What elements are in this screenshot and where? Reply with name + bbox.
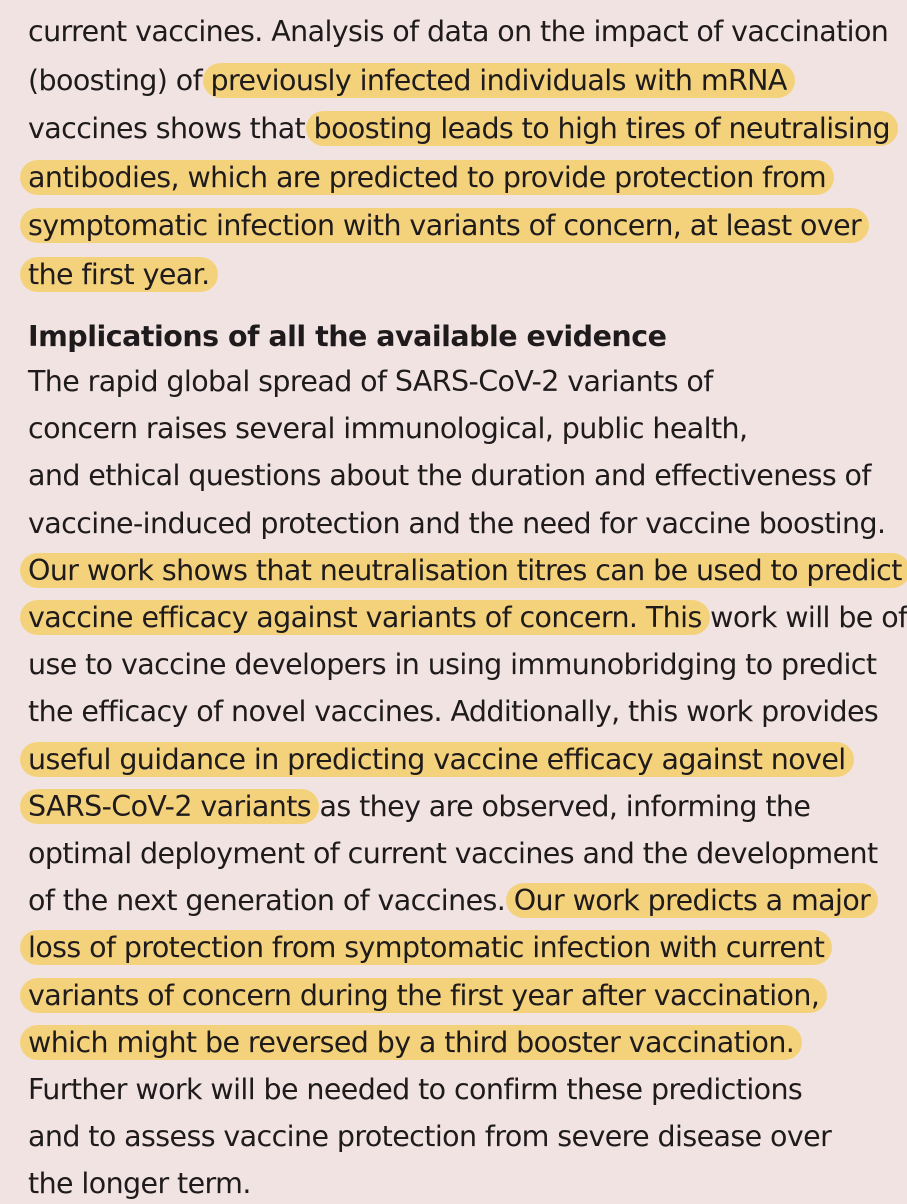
highlighted-text: variants of concern during the first yea…	[20, 977, 828, 1013]
text-line: variants of concern during the first yea…	[20, 976, 828, 1016]
text-run: optimal deployment of current vaccines a…	[28, 837, 878, 870]
text-line: antibodies, which are predicted to provi…	[20, 158, 835, 198]
text-run: current vaccines. Analysis of data on th…	[28, 15, 889, 48]
highlighted-text: useful guidance in predicting vaccine ef…	[20, 741, 854, 777]
text-line: vaccine-induced protection and the need …	[28, 504, 886, 544]
text-line: loss of protection from symptomatic infe…	[20, 928, 833, 968]
text-run: work will be of	[701, 601, 907, 634]
text-line: current vaccines. Analysis of data on th…	[28, 12, 889, 52]
section-heading: Implications of all the available eviden…	[28, 320, 667, 353]
text-run: the efficacy of novel vaccines. Addition…	[28, 695, 879, 729]
text-line: use to vaccine developers in using immun…	[28, 645, 877, 685]
highlighted-text: previously infected individuals with mRN…	[202, 62, 795, 98]
text-line: Our work shows that neutralisation titre…	[20, 551, 907, 591]
highlighted-text: the first year.	[20, 256, 218, 292]
text-line: optimal deployment of current vaccines a…	[28, 834, 878, 874]
text-line: vaccine efficacy against variants of con…	[20, 598, 907, 638]
text-run: Further work will be needed to confirm t…	[28, 1073, 803, 1106]
text-line: concern raises several immunological, pu…	[28, 409, 748, 449]
highlighted-text: Our work shows that neutralisation titre…	[20, 552, 907, 588]
highlighted-text: boosting leads to high tires of neutrali…	[305, 111, 899, 146]
text-run: and to assess vaccine protection from se…	[28, 1120, 832, 1154]
text-line: the longer term.	[28, 1164, 251, 1204]
text-run: The rapid global spread of SARS-CoV-2 va…	[28, 365, 713, 398]
text-line: of the next generation of vaccines. Our …	[28, 881, 879, 921]
highlighted-text: SARS-CoV-2 variants	[20, 788, 320, 824]
text-run: (boosting) of	[28, 63, 211, 97]
text-line: (boosting) of previously infected indivi…	[28, 61, 795, 101]
text-line: the first year.	[20, 255, 218, 295]
text-line: SARS-CoV-2 variants as they are observed…	[20, 787, 811, 827]
text-run: use to vaccine developers in using immun…	[28, 648, 877, 682]
text-line: useful guidance in predicting vaccine ef…	[20, 740, 854, 780]
highlighted-text: loss of protection from symptomatic infe…	[20, 930, 833, 966]
text-line: Further work will be needed to confirm t…	[28, 1070, 803, 1110]
text-line: symptomatic infection with variants of c…	[20, 206, 870, 246]
text-line: vaccines shows that boosting leads to hi…	[28, 109, 899, 149]
text-run: vaccine-induced protection and the need …	[28, 506, 886, 540]
text-run: of the next generation of vaccines.	[28, 884, 514, 918]
highlighted-text: antibodies, which are predicted to provi…	[20, 159, 835, 195]
highlighted-text: symptomatic infection with variants of c…	[20, 208, 870, 243]
text-run: concern raises several immunological, pu…	[28, 412, 748, 446]
text-line: which might be reversed by a third boost…	[20, 1023, 803, 1063]
highlighted-text: Our work predicts a major	[505, 883, 879, 919]
text-line: and to assess vaccine protection from se…	[28, 1117, 832, 1157]
text-line: the efficacy of novel vaccines. Addition…	[28, 692, 879, 732]
text-run: vaccines shows that	[28, 112, 314, 145]
text-run: the longer term.	[28, 1167, 251, 1201]
text-line: and ethical questions about the duration…	[28, 456, 871, 496]
highlighted-text: which might be reversed by a third boost…	[20, 1024, 803, 1060]
text-run: as they are observed, informing the	[311, 789, 811, 823]
text-run: and ethical questions about the duration…	[28, 459, 871, 493]
text-line: The rapid global spread of SARS-CoV-2 va…	[28, 362, 713, 402]
highlighted-text: vaccine efficacy against variants of con…	[20, 600, 710, 635]
